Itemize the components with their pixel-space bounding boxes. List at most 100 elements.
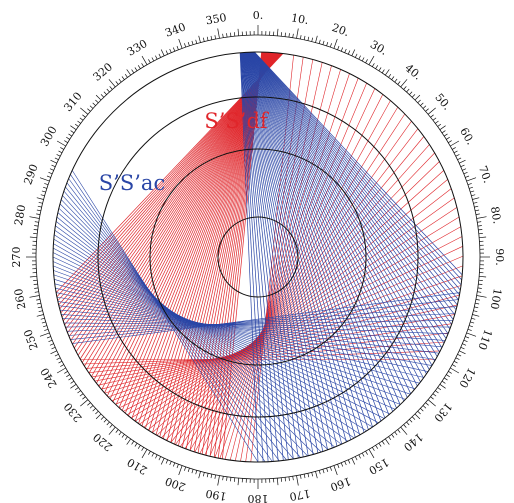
tick-mark — [474, 205, 479, 208]
blue-chord — [244, 52, 347, 443]
tick-mark — [475, 209, 480, 212]
tick-mark — [394, 431, 398, 436]
tick-mark — [457, 353, 462, 357]
blue-chord — [246, 52, 386, 419]
tick-mark — [365, 451, 368, 455]
tick-mark — [340, 47, 344, 52]
tick-mark — [217, 28, 220, 39]
tick-mark — [368, 449, 375, 459]
tick-mark — [477, 287, 482, 289]
blue-chord — [241, 52, 294, 459]
tick-mark — [74, 123, 79, 127]
blue-chord — [247, 52, 401, 405]
tick-mark — [141, 55, 148, 65]
tick-mark — [54, 353, 59, 357]
tick-mark — [471, 317, 476, 320]
blue-chord — [242, 52, 319, 454]
reference-ring — [149, 148, 367, 366]
tick-mark — [184, 466, 187, 471]
red-chord — [96, 52, 275, 384]
tick-mark — [439, 384, 446, 389]
blue-chord — [55, 221, 342, 445]
tick-mark — [172, 462, 176, 467]
blue-chord — [248, 52, 415, 391]
tick-mark — [29, 275, 37, 278]
tick-mark — [206, 473, 209, 478]
tick-mark — [222, 476, 224, 481]
tick-mark — [422, 105, 427, 109]
tick-mark — [50, 159, 57, 164]
tick-mark — [453, 360, 458, 364]
degree-label: 30. — [368, 38, 390, 58]
tick-mark — [344, 461, 347, 466]
tick-mark — [347, 459, 351, 464]
blue-chord — [245, 52, 378, 425]
tick-mark — [422, 405, 427, 409]
tick-mark — [448, 140, 452, 143]
tick-mark — [400, 79, 408, 88]
tick-mark — [437, 387, 442, 391]
blue-chord — [240, 52, 264, 462]
tick-mark — [425, 108, 429, 112]
tick-mark — [446, 374, 450, 378]
tick-mark — [44, 183, 49, 186]
red-chord — [131, 52, 271, 419]
blue-chord — [252, 51, 459, 301]
tick-mark — [322, 469, 325, 474]
tick-mark — [82, 396, 86, 400]
tick-mark — [165, 50, 169, 55]
blue-chord — [253, 51, 462, 286]
degree-label: 20. — [330, 21, 351, 39]
tick-mark — [198, 35, 201, 43]
tick-mark — [160, 49, 165, 56]
tick-mark — [479, 275, 487, 278]
blue-chord — [249, 52, 430, 370]
tick-mark — [29, 216, 40, 219]
tick-mark — [448, 371, 452, 374]
tick-mark — [100, 416, 105, 420]
blue-chord — [55, 225, 349, 442]
tick-mark — [462, 343, 467, 346]
tick-mark — [237, 478, 240, 486]
tick-mark — [303, 35, 306, 40]
tick-mark — [459, 159, 466, 164]
tick-mark — [375, 65, 379, 69]
tick-mark — [46, 175, 51, 178]
tick-mark — [56, 140, 66, 147]
tick-mark — [414, 94, 421, 101]
degree-label: 60. — [457, 125, 477, 147]
lines-layer — [52, 51, 464, 463]
tick-mark — [165, 459, 169, 464]
blue-chord — [53, 270, 406, 400]
degree-label: 40. — [402, 61, 424, 82]
blue-chord — [242, 52, 324, 452]
degree-label: 260 — [12, 287, 28, 310]
tick-mark — [56, 367, 66, 374]
tick-mark — [58, 150, 63, 154]
blue-chord — [245, 52, 382, 422]
degree-label: 180 — [248, 492, 269, 503]
tick-mark — [77, 120, 81, 124]
red-chord — [209, 83, 367, 457]
tick-mark — [126, 438, 131, 445]
tick-mark — [409, 91, 413, 95]
tick-mark — [41, 321, 46, 324]
tick-mark — [479, 236, 487, 239]
blue-chord — [70, 299, 459, 340]
tick-mark — [36, 197, 44, 200]
tick-mark — [160, 458, 165, 465]
tick-mark — [158, 53, 162, 58]
tick-mark — [465, 336, 470, 339]
tick-mark — [191, 469, 194, 474]
tick-mark — [420, 408, 424, 412]
blue-chord — [71, 170, 259, 463]
tick-mark — [439, 125, 446, 130]
tick-mark — [296, 28, 299, 39]
degree-label: 200 — [163, 474, 187, 493]
tick-mark — [417, 410, 421, 415]
tick-mark — [337, 45, 340, 50]
tick-mark — [446, 136, 450, 140]
tick-mark — [184, 43, 187, 48]
tick-mark — [381, 69, 385, 74]
blue-chord — [240, 52, 284, 461]
